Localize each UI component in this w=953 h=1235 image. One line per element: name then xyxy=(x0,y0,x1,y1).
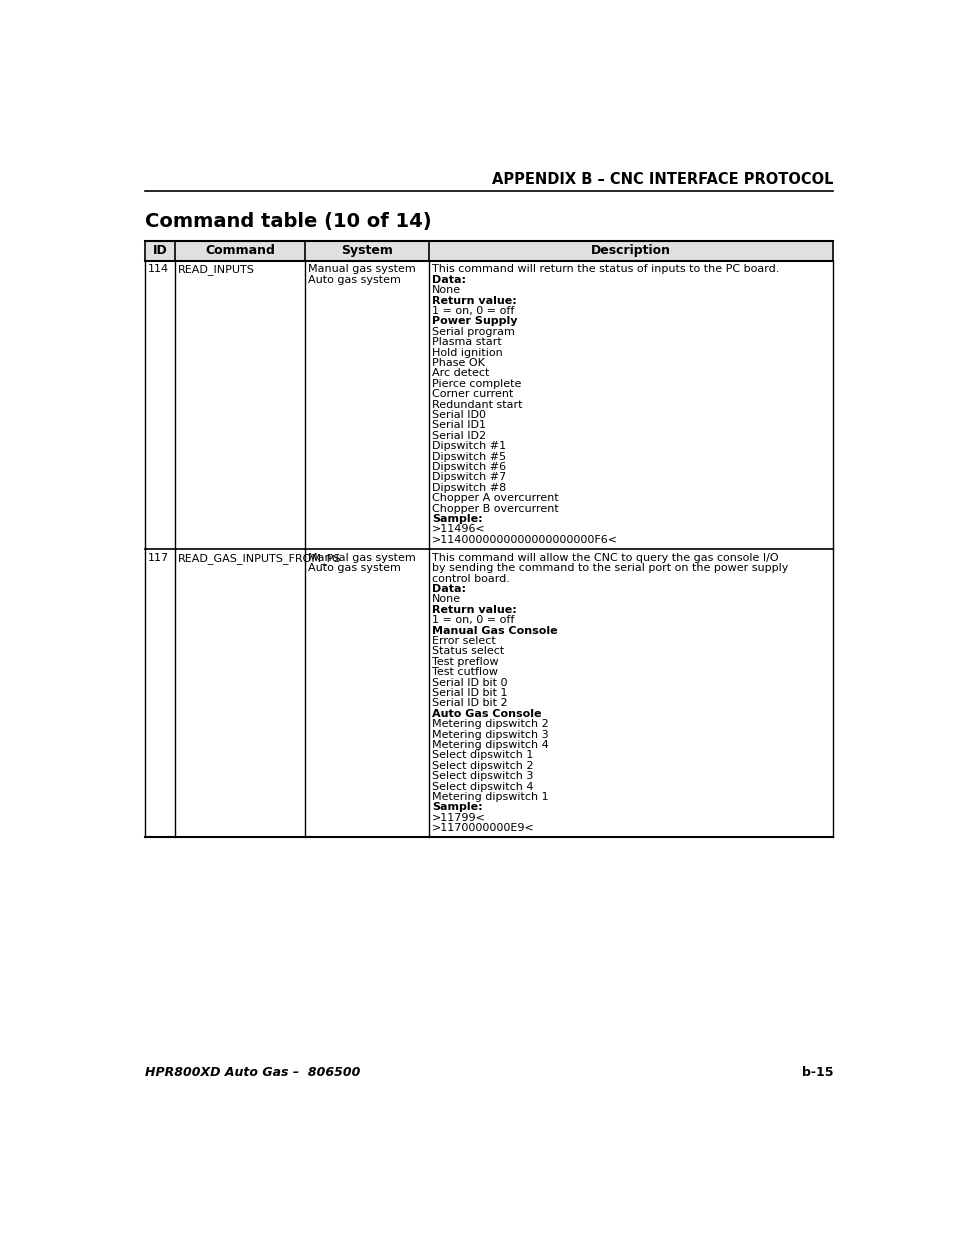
Text: Description: Description xyxy=(591,245,670,257)
Text: Select dipswitch 1: Select dipswitch 1 xyxy=(432,751,533,761)
Text: Manual gas system: Manual gas system xyxy=(308,264,416,274)
Text: 117: 117 xyxy=(148,553,169,563)
Text: ID: ID xyxy=(152,245,167,257)
Text: Serial ID1: Serial ID1 xyxy=(432,420,486,430)
Text: >11799<: >11799< xyxy=(432,813,486,823)
Text: Test cutflow: Test cutflow xyxy=(432,667,497,677)
Text: Serial program: Serial program xyxy=(432,327,515,337)
Text: Command table (10 of 14): Command table (10 of 14) xyxy=(145,212,431,231)
Text: READ_INPUTS: READ_INPUTS xyxy=(178,264,254,275)
Text: Metering dipswitch 4: Metering dipswitch 4 xyxy=(432,740,549,750)
Text: Serial ID bit 2: Serial ID bit 2 xyxy=(432,698,507,709)
Text: Auto Gas Console: Auto Gas Console xyxy=(432,709,541,719)
Text: Return value:: Return value: xyxy=(432,605,517,615)
Text: Sample:: Sample: xyxy=(432,514,482,524)
Text: None: None xyxy=(432,594,461,604)
Text: >1170000000E9<: >1170000000E9< xyxy=(432,823,535,834)
Text: >11496<: >11496< xyxy=(432,525,486,535)
Text: Dipswitch #1: Dipswitch #1 xyxy=(432,441,506,451)
Text: Corner current: Corner current xyxy=(432,389,513,399)
Text: Dipswitch #7: Dipswitch #7 xyxy=(432,472,506,483)
Text: HPR800XD Auto Gas –  806500: HPR800XD Auto Gas – 806500 xyxy=(145,1066,360,1078)
Text: System: System xyxy=(341,245,393,257)
Text: Data:: Data: xyxy=(432,584,466,594)
Text: Auto gas system: Auto gas system xyxy=(308,563,401,573)
Text: 1 = on, 0 = off: 1 = on, 0 = off xyxy=(432,615,515,625)
Text: APPENDIX B – CNC INTERFACE PROTOCOL: APPENDIX B – CNC INTERFACE PROTOCOL xyxy=(491,172,832,186)
Text: Sample:: Sample: xyxy=(432,803,482,813)
Text: Phase OK: Phase OK xyxy=(432,358,485,368)
Text: Select dipswitch 4: Select dipswitch 4 xyxy=(432,782,534,792)
Text: This command will allow the CNC to query the gas console I/O: This command will allow the CNC to query… xyxy=(432,553,779,563)
Text: 114: 114 xyxy=(148,264,169,274)
Text: Serial ID bit 0: Serial ID bit 0 xyxy=(432,678,507,688)
Text: Dipswitch #6: Dipswitch #6 xyxy=(432,462,506,472)
Text: Redundant start: Redundant start xyxy=(432,400,522,410)
Text: Metering dipswitch 3: Metering dipswitch 3 xyxy=(432,730,548,740)
Text: Serial ID0: Serial ID0 xyxy=(432,410,486,420)
Bar xyxy=(145,241,832,261)
Text: None: None xyxy=(432,285,461,295)
Text: Power Supply: Power Supply xyxy=(432,316,517,326)
Text: Manual Gas Console: Manual Gas Console xyxy=(432,626,558,636)
Text: by sending the command to the serial port on the power supply: by sending the command to the serial por… xyxy=(432,563,788,573)
Text: Dipswitch #8: Dipswitch #8 xyxy=(432,483,506,493)
Text: Plasma start: Plasma start xyxy=(432,337,501,347)
Text: 1 = on, 0 = off: 1 = on, 0 = off xyxy=(432,306,515,316)
Text: Return value:: Return value: xyxy=(432,295,517,305)
Text: b-15: b-15 xyxy=(801,1066,832,1078)
Text: >1140000000000000000000F6<: >1140000000000000000000F6< xyxy=(432,535,618,545)
Text: Command: Command xyxy=(205,245,274,257)
Text: Metering dipswitch 2: Metering dipswitch 2 xyxy=(432,719,549,729)
Text: Chopper A overcurrent: Chopper A overcurrent xyxy=(432,493,558,503)
Text: Chopper B overcurrent: Chopper B overcurrent xyxy=(432,504,558,514)
Text: Serial ID2: Serial ID2 xyxy=(432,431,486,441)
Text: Select dipswitch 3: Select dipswitch 3 xyxy=(432,771,533,781)
Text: Data:: Data: xyxy=(432,275,466,285)
Text: Metering dipswitch 1: Metering dipswitch 1 xyxy=(432,792,548,802)
Text: Auto gas system: Auto gas system xyxy=(308,275,401,285)
Text: Serial ID bit 1: Serial ID bit 1 xyxy=(432,688,507,698)
Text: This command will return the status of inputs to the PC board.: This command will return the status of i… xyxy=(432,264,779,274)
Text: Arc detect: Arc detect xyxy=(432,368,489,378)
Text: Hold ignition: Hold ignition xyxy=(432,347,502,358)
Text: Status select: Status select xyxy=(432,646,504,656)
Text: Select dipswitch 2: Select dipswitch 2 xyxy=(432,761,534,771)
Text: Dipswitch #5: Dipswitch #5 xyxy=(432,452,506,462)
Text: Error select: Error select xyxy=(432,636,496,646)
Text: Test preflow: Test preflow xyxy=(432,657,498,667)
Text: control board.: control board. xyxy=(432,573,510,584)
Text: Manual gas system: Manual gas system xyxy=(308,553,416,563)
Text: READ_GAS_INPUTS_FROM_PS: READ_GAS_INPUTS_FROM_PS xyxy=(178,553,341,563)
Text: Pierce complete: Pierce complete xyxy=(432,379,521,389)
